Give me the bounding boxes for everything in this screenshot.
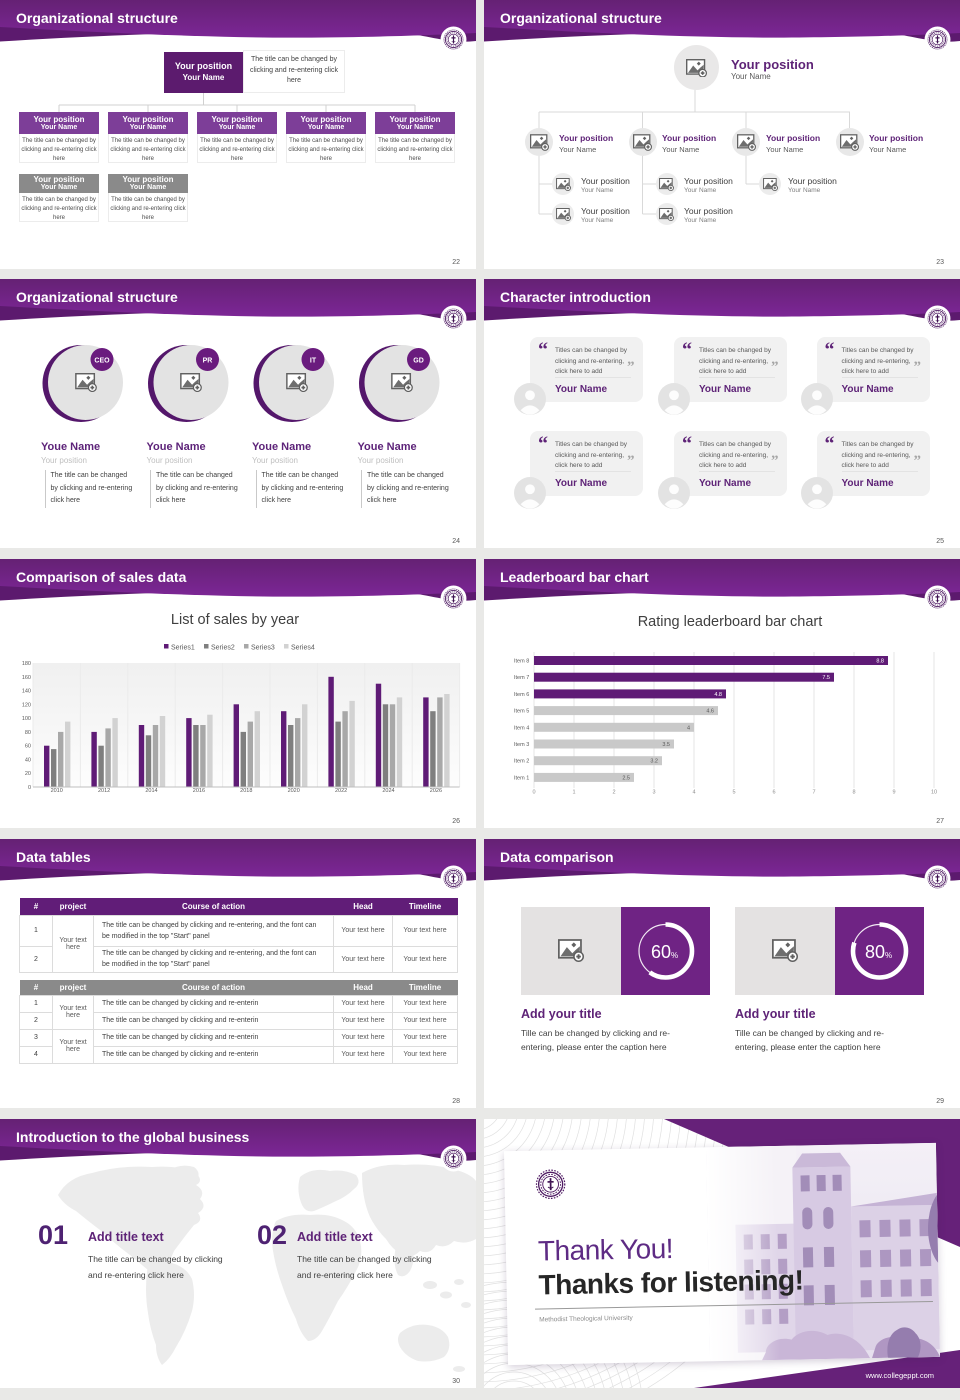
svg-text:2018: 2018 [240, 788, 252, 794]
svg-text:IT: IT [310, 358, 317, 365]
svg-text:2020: 2020 [288, 788, 300, 794]
svg-text:PR: PR [203, 358, 213, 365]
svg-text:60: 60 [25, 744, 31, 750]
svg-text:7.5: 7.5 [822, 675, 830, 681]
svg-text:2010: 2010 [51, 788, 63, 794]
svg-text:5: 5 [732, 790, 735, 796]
svg-text:Item 5: Item 5 [514, 709, 529, 715]
svg-text:140: 140 [22, 689, 31, 695]
svg-text:GD: GD [413, 358, 424, 365]
svg-text:160: 160 [22, 675, 31, 681]
svg-text:60%: 60% [651, 942, 678, 962]
svg-text:Item 8: Item 8 [514, 659, 529, 665]
svg-text:2012: 2012 [98, 788, 110, 794]
svg-text:0: 0 [28, 785, 31, 791]
svg-text:180: 180 [22, 661, 31, 667]
svg-text:0: 0 [532, 790, 535, 796]
svg-text:Series3: Series3 [251, 645, 275, 652]
svg-text:Item 6: Item 6 [514, 692, 529, 698]
svg-text:2022: 2022 [335, 788, 347, 794]
svg-text:2016: 2016 [193, 788, 205, 794]
svg-text:2: 2 [612, 790, 615, 796]
svg-text:Series4: Series4 [291, 645, 315, 652]
svg-text:Series2: Series2 [211, 645, 235, 652]
svg-text:4: 4 [692, 790, 695, 796]
svg-text:20: 20 [25, 771, 31, 777]
svg-text:10: 10 [931, 790, 937, 796]
svg-text:9: 9 [892, 790, 895, 796]
svg-text:4.6: 4.6 [706, 709, 714, 715]
svg-text:Item 4: Item 4 [514, 725, 529, 731]
svg-text:Series1: Series1 [171, 645, 195, 652]
svg-text:4: 4 [687, 725, 690, 731]
svg-text:Item 2: Item 2 [514, 759, 529, 765]
svg-text:3.5: 3.5 [662, 742, 670, 748]
svg-text:4.8: 4.8 [714, 692, 722, 698]
svg-text:6: 6 [772, 790, 775, 796]
svg-text:8.8: 8.8 [876, 659, 884, 665]
svg-text:Item 3: Item 3 [514, 742, 529, 748]
svg-text:80%: 80% [865, 942, 892, 962]
svg-text:7: 7 [812, 790, 815, 796]
svg-text:2014: 2014 [145, 788, 157, 794]
svg-text:3: 3 [652, 790, 655, 796]
svg-text:80: 80 [25, 730, 31, 736]
svg-text:2.5: 2.5 [622, 775, 630, 781]
svg-text:100: 100 [22, 716, 31, 722]
svg-text:Item 7: Item 7 [514, 675, 529, 681]
svg-text:Item 1: Item 1 [514, 775, 529, 781]
svg-text:2026: 2026 [430, 788, 442, 794]
svg-text:CEO: CEO [94, 358, 110, 365]
svg-text:1: 1 [572, 790, 575, 796]
svg-text:3.2: 3.2 [650, 759, 658, 765]
svg-text:120: 120 [22, 702, 31, 708]
svg-text:2024: 2024 [382, 788, 394, 794]
svg-text:40: 40 [25, 757, 31, 763]
svg-text:8: 8 [852, 790, 855, 796]
